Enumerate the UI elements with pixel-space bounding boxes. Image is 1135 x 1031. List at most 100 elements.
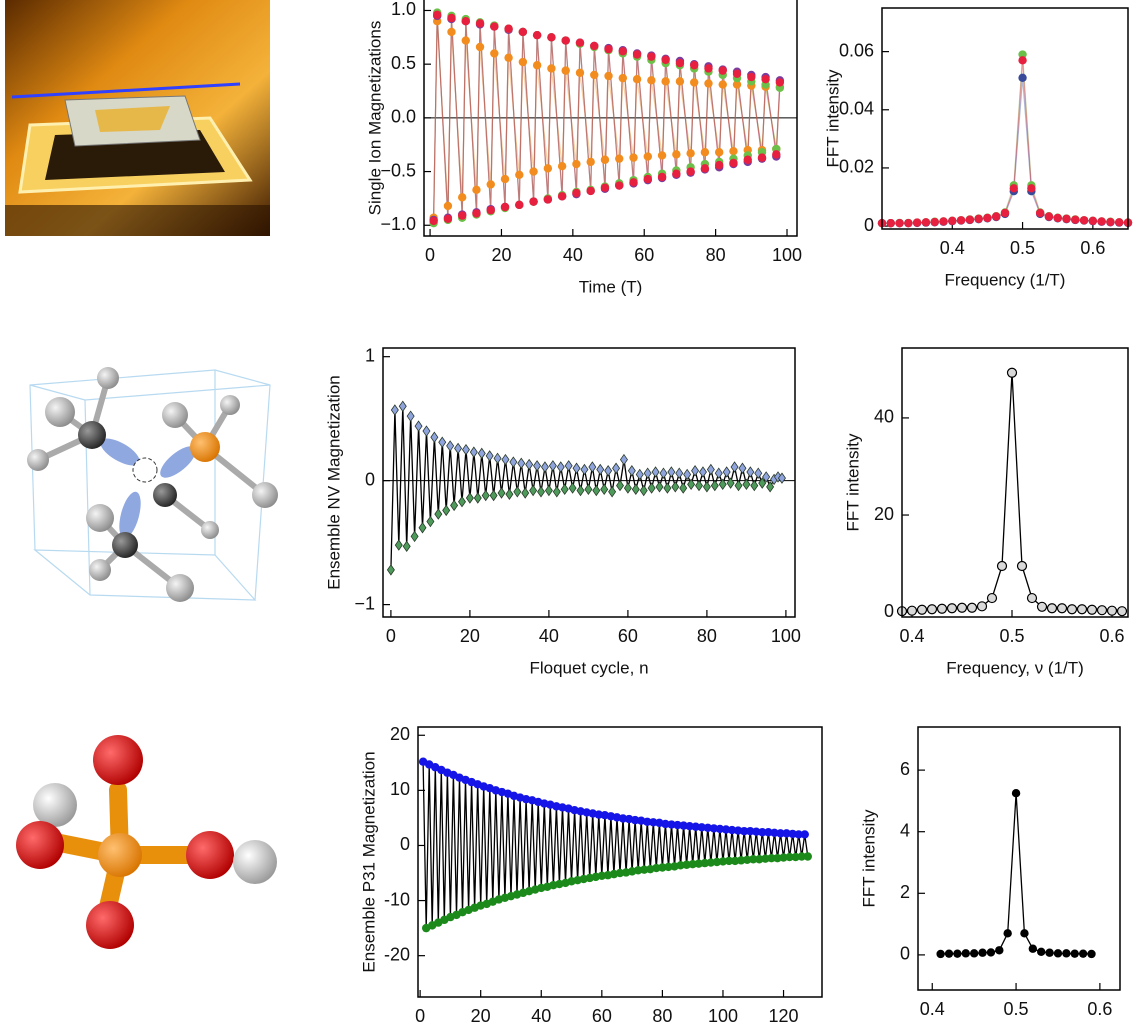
data-point <box>500 202 510 212</box>
data-point <box>691 822 700 831</box>
data-point <box>443 214 453 224</box>
data-point <box>776 829 785 838</box>
y-tick-label: 0.06 <box>839 40 874 60</box>
data-point <box>586 157 595 167</box>
data-point <box>1046 603 1058 614</box>
y-tick-label: 2 <box>900 882 910 902</box>
data-point <box>700 164 710 173</box>
data-point <box>529 167 538 176</box>
data-point <box>596 463 605 476</box>
data-point <box>722 466 731 478</box>
data-point <box>761 854 770 863</box>
data-point <box>584 483 593 496</box>
data-point <box>475 42 485 52</box>
data-point <box>679 821 688 830</box>
data-point <box>485 450 494 462</box>
data-point <box>575 68 585 77</box>
data-point <box>561 66 570 75</box>
data-point <box>736 856 746 865</box>
x-tick-label: 0.6 <box>1087 999 1112 1019</box>
data-point <box>895 218 904 228</box>
data-point <box>936 603 948 614</box>
data-point <box>944 949 954 958</box>
data-point <box>1044 212 1054 221</box>
data-point <box>1062 214 1071 224</box>
data-point <box>727 825 737 835</box>
data-point <box>1066 604 1078 615</box>
data-point <box>457 193 467 202</box>
nv-center-diagram <box>27 367 278 602</box>
x-axis-label: Floquet cycle, n <box>529 658 648 677</box>
data-point <box>647 482 656 494</box>
data-point <box>489 489 498 502</box>
data-point <box>754 467 763 479</box>
data-point <box>500 174 510 184</box>
data-point <box>996 560 1008 572</box>
data-point <box>1009 184 1018 193</box>
x-tick-label: 120 <box>769 1006 799 1026</box>
data-point <box>604 71 613 81</box>
series-line <box>433 21 781 218</box>
series-line <box>940 793 1092 955</box>
plot-frame <box>917 726 1121 991</box>
data-point <box>697 823 706 832</box>
data-point <box>785 852 794 862</box>
data-point <box>490 22 499 31</box>
data-point <box>948 216 957 226</box>
y-axis-label: Ensemble NV Magnetization <box>324 375 343 590</box>
data-point <box>791 852 800 862</box>
data-point <box>762 471 771 483</box>
data-point <box>969 949 979 958</box>
data-point <box>443 201 453 211</box>
data-point <box>1036 601 1048 612</box>
x-tick-label: 0 <box>425 245 435 265</box>
data-point <box>594 810 604 819</box>
data-point <box>956 216 966 225</box>
data-point <box>926 604 938 615</box>
y-tick-label: 0.0 <box>391 107 416 127</box>
data-point <box>418 522 427 534</box>
data-point <box>447 13 456 23</box>
ion-trap-photo <box>5 0 270 236</box>
data-point <box>647 52 656 61</box>
data-point <box>450 499 459 512</box>
x-tick-label: 100 <box>772 245 802 265</box>
data-point <box>568 482 577 494</box>
data-point <box>632 50 642 59</box>
data-point <box>1018 73 1027 82</box>
data-point <box>575 38 585 47</box>
data-point <box>643 817 652 826</box>
x-tick-label: 60 <box>618 626 638 646</box>
data-point <box>615 181 624 190</box>
data-point <box>515 170 524 179</box>
data-point <box>986 948 996 957</box>
data-point <box>497 487 506 499</box>
y-axis-label: Ensemble P31 Magnetization <box>359 751 378 972</box>
x-tick-label: 0.5 <box>999 626 1024 646</box>
data-point <box>995 946 1004 955</box>
y-tick-label: 0 <box>900 944 910 964</box>
x-tick-label: 0.6 <box>1080 238 1105 258</box>
data-point <box>442 504 451 517</box>
data-point <box>1096 605 1108 616</box>
data-point <box>518 57 528 67</box>
x-tick-label: 0.4 <box>920 999 945 1019</box>
data-point <box>729 146 738 156</box>
data-point <box>592 484 601 497</box>
data-point <box>493 452 502 465</box>
data-point <box>974 214 983 224</box>
data-point <box>504 24 513 33</box>
data-point <box>743 155 752 164</box>
data-point <box>664 862 673 872</box>
data-point <box>643 174 652 184</box>
data-point <box>732 80 742 89</box>
data-point <box>773 853 782 863</box>
x-tick-label: 0.6 <box>1099 626 1124 646</box>
data-point <box>691 465 700 477</box>
data-point <box>726 477 735 489</box>
y-tick-label: 0.02 <box>839 157 874 177</box>
data-point <box>504 53 513 62</box>
data-point <box>619 453 628 466</box>
data-point <box>1006 367 1018 378</box>
y-tick-label: 10 <box>390 779 410 799</box>
